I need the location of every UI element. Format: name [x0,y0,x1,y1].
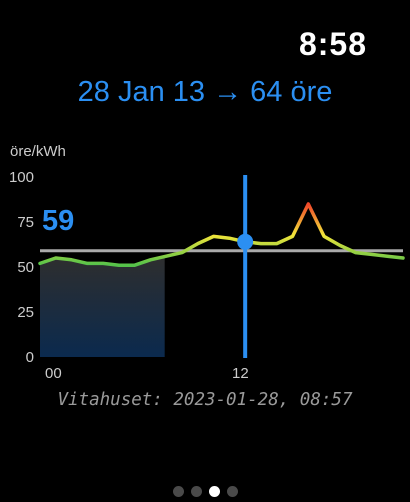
selected-price-headline: 28 Jan 13 → 64 öre [77,76,333,108]
data-source-timestamp: Vitahuset: 2023-01-28, 08:57 [57,390,353,410]
y-tick-0: 0 [25,349,34,366]
x-tick-00: 00 [45,365,62,382]
price-chart[interactable] [0,0,410,400]
clock-time: 8:58 [298,26,367,62]
page-dot-1[interactable] [172,486,184,497]
page-dot-4[interactable] [226,486,238,497]
page-dot-3[interactable] [208,486,220,497]
elapsed-area-fill [40,256,165,357]
selection-point[interactable] [237,233,254,250]
x-tick-12: 12 [232,365,249,382]
y-tick-75: 75 [17,214,34,231]
y-axis-unit-label: öre/kWh [10,143,66,160]
price-line-series [38,202,405,267]
page-dot-2[interactable] [190,486,202,497]
y-tick-25: 25 [17,304,34,321]
page-indicator[interactable] [0,486,410,497]
y-tick-100: 100 [8,169,34,186]
y-tick-50: 50 [17,259,34,276]
current-price-value: 59 [42,205,75,237]
